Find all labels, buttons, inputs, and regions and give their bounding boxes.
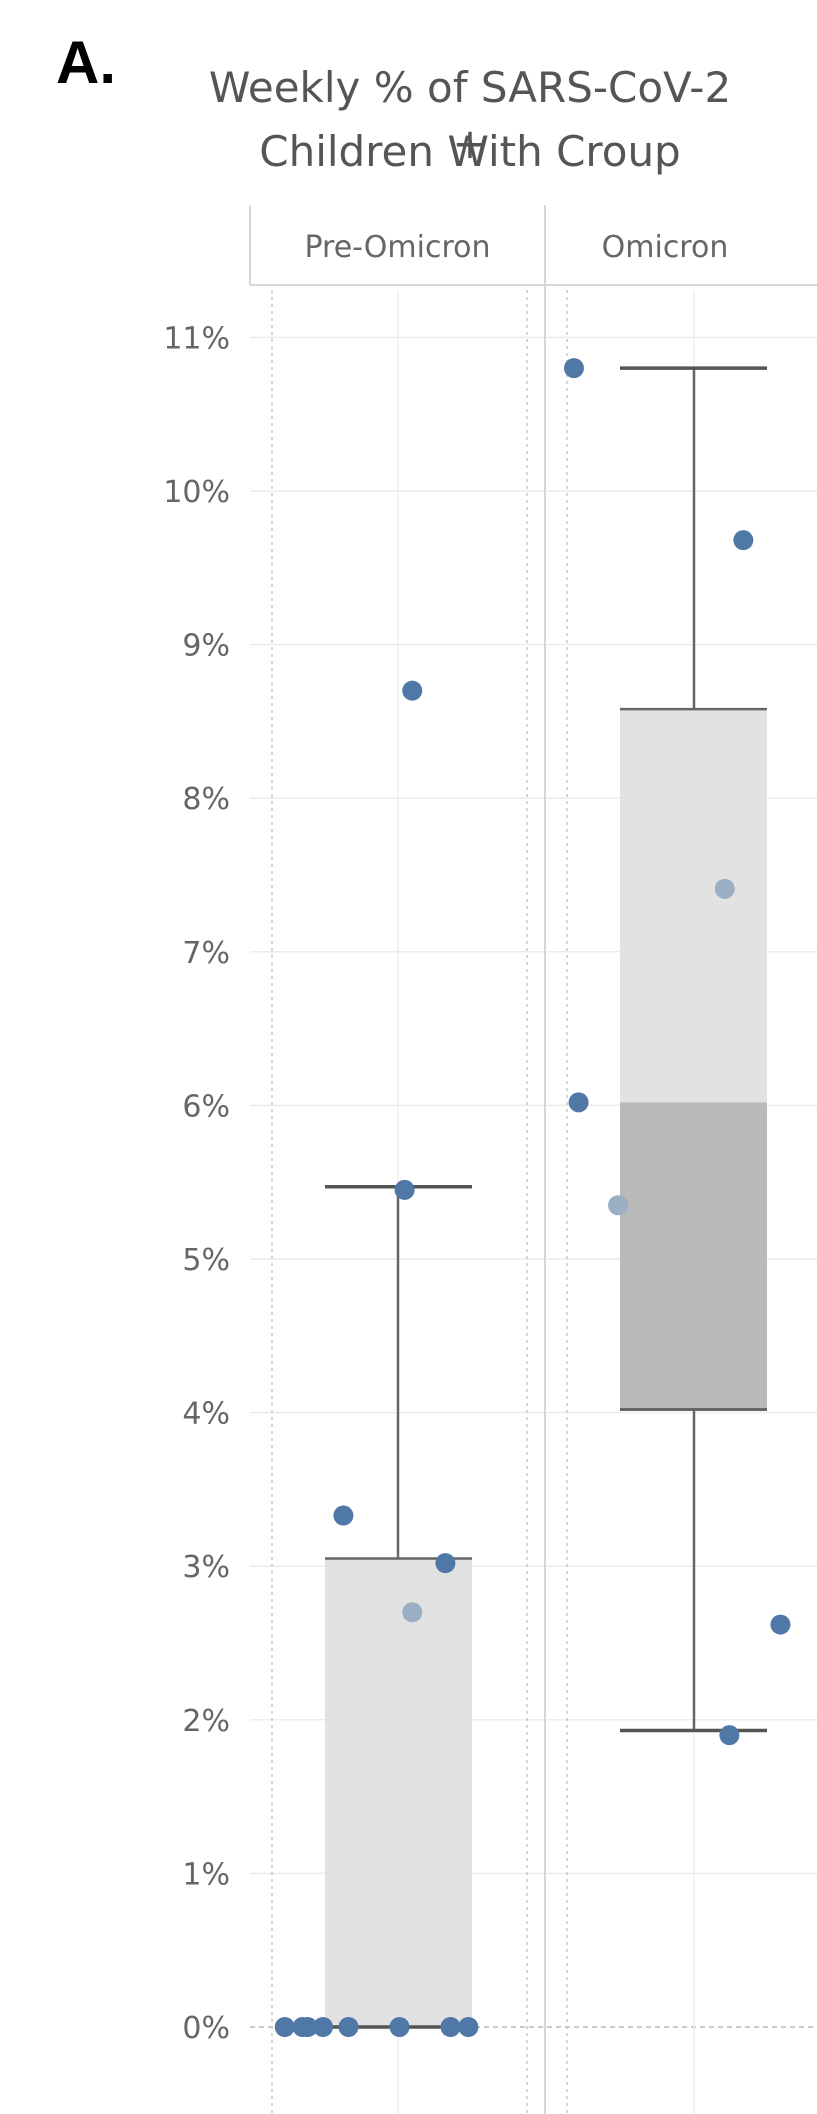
data-point-omicron xyxy=(563,358,584,379)
y-tick-label: 5% xyxy=(182,1243,230,1278)
data-point-pre-omicron xyxy=(389,2017,410,2037)
y-tick-label: 2% xyxy=(182,1704,230,1739)
data-point-omicron xyxy=(770,1614,791,1635)
y-tick-label: 3% xyxy=(182,1550,230,1585)
panel-label: A. xyxy=(56,29,116,96)
data-point-pre-omicron xyxy=(402,1602,423,1623)
data-point-pre-omicron xyxy=(333,1505,354,1526)
box-lower-omicron xyxy=(620,1102,767,1410)
y-tick-label: 1% xyxy=(182,1857,230,1892)
y-tick-label: 4% xyxy=(182,1397,230,1432)
data-point-pre-omicron xyxy=(338,2017,359,2037)
y-tick-label: 7% xyxy=(182,936,230,971)
data-point-omicron xyxy=(714,878,735,899)
data-point-pre-omicron xyxy=(402,680,423,701)
y-tick-label: 6% xyxy=(182,1089,230,1124)
chart-title-line-1: Weekly % of SARS-CoV-2 + xyxy=(208,63,732,168)
chart-title-line-2: Children With Croup xyxy=(259,127,681,176)
y-tick-label: 10% xyxy=(163,475,230,510)
box-upper-omicron xyxy=(620,709,767,1103)
data-point-pre-omicron xyxy=(458,2017,479,2037)
y-tick-label: 9% xyxy=(182,629,230,664)
data-point-pre-omicron xyxy=(435,1553,456,1574)
data-point-pre-omicron xyxy=(394,1179,415,1200)
y-tick-label: 11% xyxy=(163,321,230,356)
data-point-omicron xyxy=(719,1725,740,1746)
data-point-pre-omicron xyxy=(297,2017,318,2037)
data-point-omicron xyxy=(733,530,754,551)
y-tick-label: 8% xyxy=(182,782,230,817)
facet-header-omicron: Omicron xyxy=(602,230,729,265)
box-upper-pre-omicron xyxy=(325,1558,472,2027)
y-tick-label: 0% xyxy=(182,2011,230,2046)
data-point-pre-omicron xyxy=(313,2017,333,2037)
data-point-pre-omicron xyxy=(274,2017,295,2037)
data-point-omicron xyxy=(608,1195,629,1216)
data-point-omicron xyxy=(568,1092,589,1113)
facet-header-pre-omicron: Pre-Omicron xyxy=(304,230,490,265)
data-point-pre-omicron xyxy=(440,2017,461,2037)
